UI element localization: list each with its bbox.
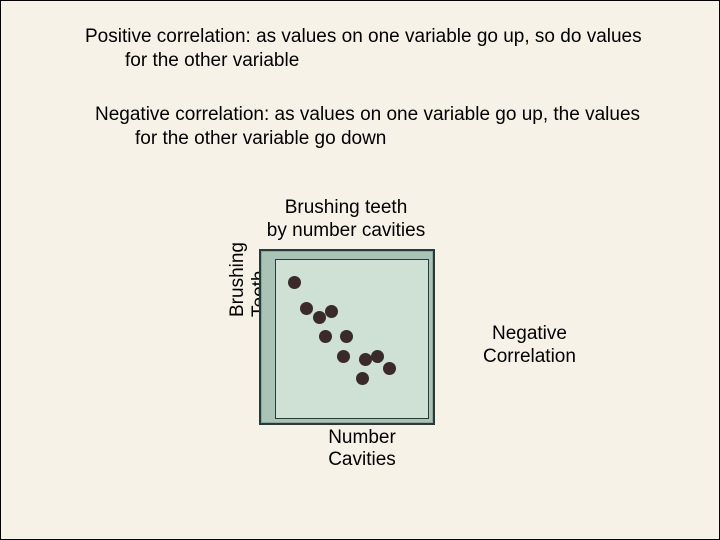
negative-correlation-definition: Negative correlation: as values on one v… <box>95 103 695 151</box>
scatter-point <box>356 372 369 385</box>
definition-line: for the other variable go down <box>135 127 695 151</box>
x-axis-label-line: Number <box>328 427 396 448</box>
chart-title: Brushing teeth by number cavities <box>211 197 481 243</box>
definition-line: Positive correlation: as values on one v… <box>85 26 642 47</box>
correlation-caption: Negative Correlation <box>483 323 576 369</box>
scatter-point <box>337 350 350 363</box>
caption-line: Negative <box>492 323 567 344</box>
x-axis-label-line: Cavities <box>328 449 396 470</box>
scatter-point <box>340 330 353 343</box>
scatter-point <box>319 330 332 343</box>
scatter-point <box>371 350 384 363</box>
scatter-point <box>313 311 326 324</box>
chart-title-line: Brushing teeth <box>285 197 408 218</box>
scatter-plot <box>259 249 435 425</box>
scatter-plot-area <box>275 259 429 419</box>
x-axis-label: Number Cavities <box>297 427 427 471</box>
y-axis-label-line: Brushing <box>227 242 248 317</box>
definition-line: Negative correlation: as values on one v… <box>95 104 640 125</box>
scatter-point <box>325 305 338 318</box>
definition-line: for the other variable <box>125 49 685 73</box>
positive-correlation-definition: Positive correlation: as values on one v… <box>85 25 685 73</box>
scatter-point <box>383 362 396 375</box>
scatter-point <box>300 302 313 315</box>
scatter-point <box>288 276 301 289</box>
scatter-point <box>359 353 372 366</box>
chart-title-line: by number cavities <box>267 220 425 241</box>
caption-line: Correlation <box>483 346 576 367</box>
